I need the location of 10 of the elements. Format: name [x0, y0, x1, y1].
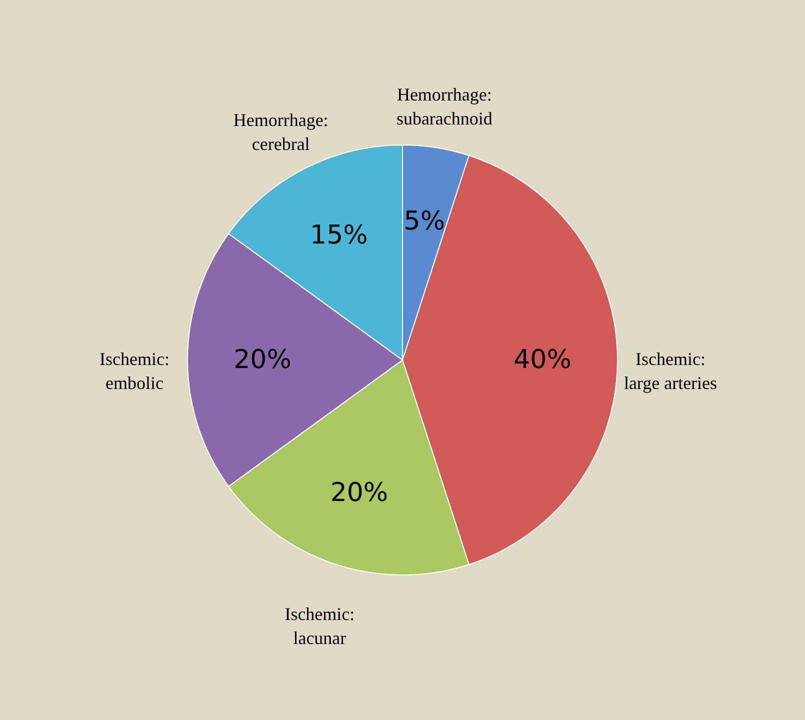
slice-label: Ischemic: embolic — [100, 349, 170, 393]
data-label: 20% — [330, 478, 388, 508]
data-label: 40% — [514, 345, 572, 375]
slice-label: Hemorrhage: cerebral — [233, 110, 328, 154]
data-label: 15% — [310, 220, 368, 250]
slice-label: Hemorrhage: subarachnoid — [396, 84, 492, 128]
data-label: 5% — [404, 206, 446, 237]
data-label: 20% — [234, 345, 292, 375]
slice-label: Ischemic: large arteries — [624, 349, 718, 393]
slice-label: Ischemic: lacunar — [284, 604, 355, 648]
